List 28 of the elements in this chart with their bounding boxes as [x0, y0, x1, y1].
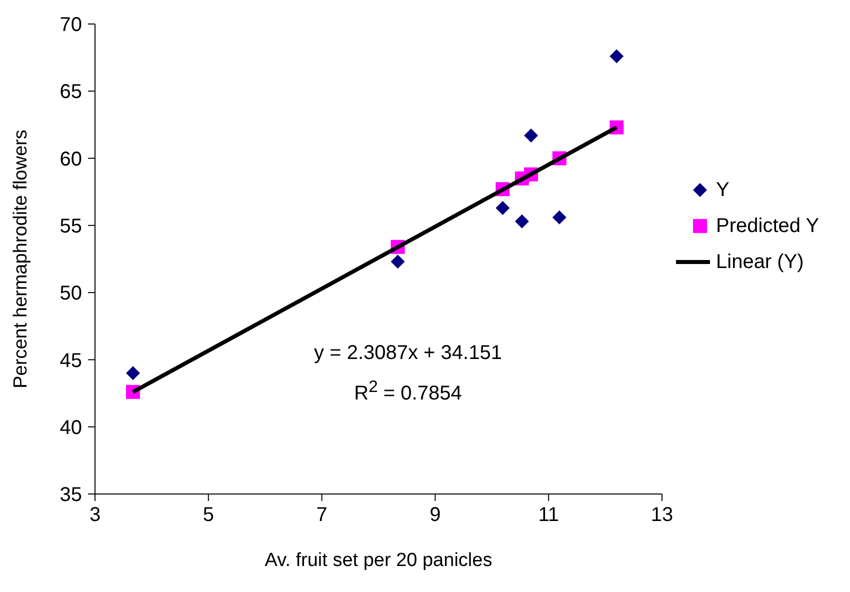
y-tick-label: 50: [60, 282, 82, 305]
x-axis-title: Av. fruit set per 20 panicles: [264, 550, 492, 571]
x-tick-label: 7: [316, 504, 328, 526]
x-tick-label: 11: [538, 504, 559, 526]
x-tick-label: 3: [89, 504, 101, 526]
point: [524, 128, 538, 142]
point: [514, 214, 529, 228]
y-tick-label: 45: [60, 350, 82, 372]
point: [496, 200, 510, 215]
point: [610, 49, 624, 64]
point: [552, 210, 566, 224]
y-tick-label: 60: [60, 148, 82, 170]
legend-label: Linear (Y): [716, 250, 804, 275]
x-tick-label: 5: [202, 504, 214, 526]
annotation: y = 2.3087x + 34.151: [313, 341, 503, 366]
legend-label: Y: [716, 178, 730, 203]
y-tick-label: 70: [60, 14, 82, 36]
annotation: R$^{2}$ = 0.7854: [353, 376, 463, 407]
legend-label: Predicted Y: [716, 214, 820, 239]
y-tick-label: 35: [60, 484, 82, 506]
x-tick-label: 9: [430, 504, 441, 526]
y-tick-label: 65: [60, 81, 82, 104]
y-tick-label: 40: [60, 416, 82, 439]
point: [126, 366, 140, 380]
point: [390, 254, 405, 269]
y-axis-title: Percent hermaphrodite flowers: [10, 130, 32, 388]
y-tick-label: 55: [60, 216, 82, 238]
x-tick-label: 13: [650, 504, 674, 526]
